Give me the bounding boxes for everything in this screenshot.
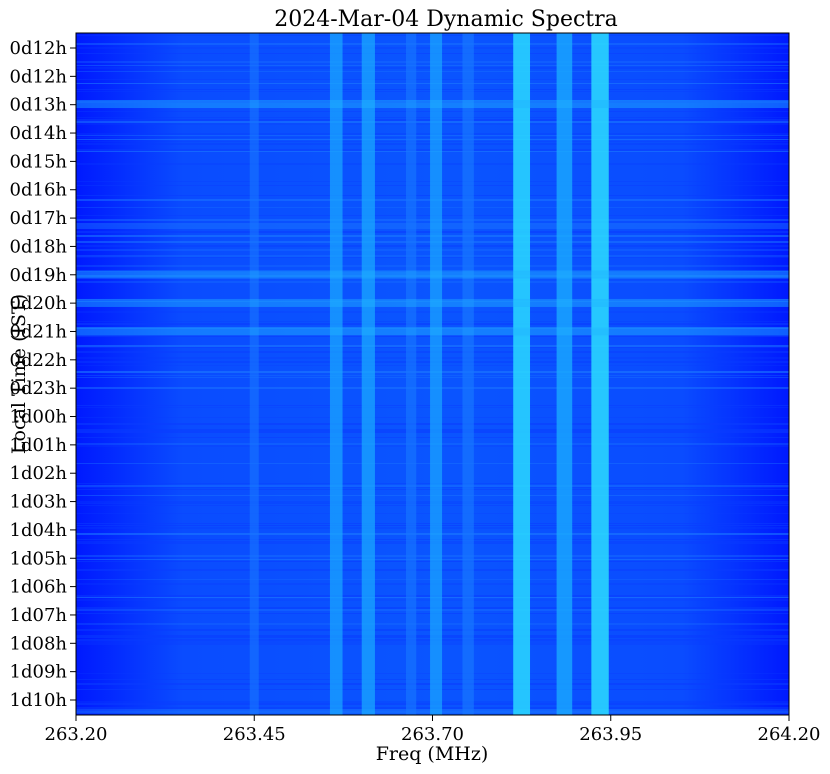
y-axis: 0d12h 0d12h 0d13h 0d14h 0d15h 0d16h 0d17h 0d18h…	[10, 38, 76, 711]
y-tick-label: 1d07h	[10, 605, 68, 626]
y-axis-label: Local Time (IST)	[8, 294, 30, 454]
y-tick-label: 1d00h	[10, 407, 68, 428]
y-tick-label: 1d03h	[10, 492, 68, 513]
y-tick-label: 0d23h	[10, 378, 68, 399]
y-tick-label: 0d21h	[10, 321, 68, 342]
bright-time-row	[76, 327, 789, 336]
y-tick-label: 0d12h	[10, 66, 68, 87]
y-tick-label: 0d20h	[10, 293, 68, 314]
bright-time-row	[76, 298, 789, 307]
x-axis: 263.20 263.45 263.70 263.95 264.20	[45, 715, 821, 745]
frequency-band	[591, 33, 609, 715]
y-tick-label: 0d18h	[10, 236, 68, 257]
frequency-band	[430, 33, 443, 715]
y-tick-label: 1d01h	[10, 435, 68, 456]
x-tick-label: 263.20	[45, 724, 108, 745]
bright-time-row	[76, 100, 789, 109]
frequency-band	[513, 33, 531, 715]
y-tick-label: 0d15h	[10, 151, 68, 172]
x-tick-label: 264.20	[758, 724, 821, 745]
y-tick-label: 0d16h	[10, 180, 68, 201]
y-tick-label: 0d19h	[10, 265, 68, 286]
x-axis-label: Freq (MHz)	[376, 743, 489, 765]
y-tick-label: 0d13h	[10, 95, 68, 116]
frequency-band	[249, 33, 259, 715]
chart-title: 2024-Mar-04 Dynamic Spectra	[274, 7, 618, 32]
y-tick-label: 1d09h	[10, 662, 68, 683]
frequency-band	[361, 33, 375, 715]
x-tick-label: 263.45	[223, 724, 286, 745]
y-tick-label: 1d06h	[10, 577, 68, 598]
y-tick-label: 1d02h	[10, 463, 68, 484]
y-tick-label: 1d04h	[10, 520, 68, 541]
y-tick-label: 0d12h	[10, 38, 68, 59]
spectrogram-image	[76, 33, 789, 715]
x-tick-label: 263.95	[579, 724, 642, 745]
y-tick-label: 0d22h	[10, 350, 68, 371]
y-tick-label: 1d05h	[10, 548, 68, 569]
frequency-band	[329, 33, 343, 715]
y-tick-label: 1d08h	[10, 633, 68, 654]
frequency-band	[406, 33, 417, 715]
frequency-band	[462, 33, 474, 715]
y-tick-label: 0d14h	[10, 123, 68, 144]
y-tick-label: 1d10h	[10, 690, 68, 711]
frequency-band	[556, 33, 573, 715]
x-tick-label: 263.70	[401, 724, 464, 745]
bright-time-row	[76, 270, 789, 279]
y-tick-label: 0d17h	[10, 208, 68, 229]
